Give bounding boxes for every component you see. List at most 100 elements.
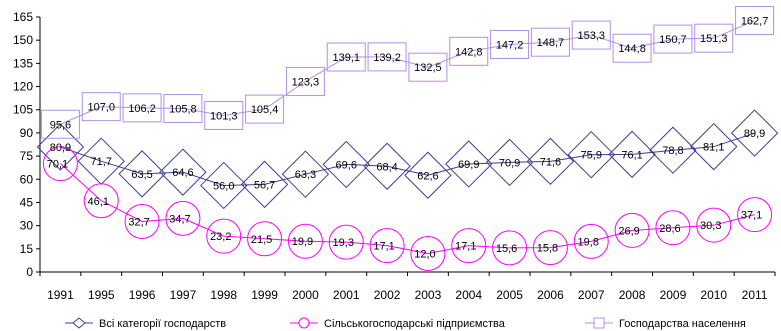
data-label: 148,7: [537, 37, 565, 49]
data-point-marker: [326, 42, 366, 72]
data-point-marker: [240, 160, 289, 209]
legend-item: Сільськогосподарські підприємства: [290, 317, 506, 330]
data-label: 12,0: [414, 248, 435, 260]
data-label: 80,9: [50, 142, 71, 154]
series-line: [60, 20, 755, 125]
series-circle: [42, 146, 773, 271]
data-label: 76,1: [621, 149, 642, 161]
data-point-marker: [165, 200, 201, 236]
y-tick-label: 15: [20, 242, 34, 256]
data-point-marker: [369, 228, 405, 264]
data-label: 139,2: [373, 52, 401, 64]
data-point-marker: [122, 93, 162, 123]
data-label: 64,6: [172, 167, 193, 179]
data-labels-layer: 80,9 71,7 63,5 64,6 56,0 56,7 63,3 69,6 68,4 62,6…: [47, 16, 769, 261]
data-label: 95,6: [50, 119, 71, 131]
data-label: 19,3: [333, 237, 354, 249]
data-point-marker: [530, 27, 570, 57]
data-label: 151,3: [700, 33, 728, 45]
data-point-marker: [608, 130, 656, 179]
data-label: 28,6: [659, 223, 680, 235]
y-tick-label: 30: [20, 219, 34, 233]
data-point-marker: [159, 148, 207, 196]
data-label: 32,7: [128, 216, 149, 228]
data-label: 30,3: [700, 220, 721, 232]
data-point-marker: [445, 140, 493, 188]
data-label: 71,6: [540, 156, 561, 168]
legend-label: Сільськогосподарські підприємства: [324, 318, 506, 330]
data-label: 46,1: [88, 196, 109, 208]
data-point-marker: [573, 223, 609, 259]
x-tick-label: 2005: [496, 288, 523, 302]
data-label: 62,6: [417, 170, 438, 182]
data-label: 106,2: [128, 103, 156, 115]
y-tick-label: 90: [20, 126, 34, 140]
data-label: 63,3: [295, 169, 316, 181]
data-label: 70,1: [47, 159, 68, 171]
y-tick-label: 150: [13, 33, 33, 47]
data-point-marker: [206, 218, 242, 254]
data-label: 70,9: [499, 157, 520, 169]
x-tick-label: 2010: [700, 288, 727, 302]
data-point-marker: [36, 123, 85, 171]
series-diamond: [36, 109, 779, 210]
data-label: 132,5: [414, 62, 442, 74]
series-square: [40, 6, 775, 139]
legend-marker-icon: [72, 317, 86, 329]
data-point-marker: [287, 223, 323, 259]
data-label: 17,1: [455, 241, 476, 253]
legend-item: Всі категорії господарств: [65, 317, 226, 330]
data-point-marker: [245, 94, 285, 124]
data-label: 63,5: [131, 169, 152, 181]
series-layer: [36, 6, 779, 271]
data-point-marker: [363, 142, 411, 190]
data-point-marker: [408, 52, 448, 82]
data-point-marker: [204, 100, 244, 130]
data-point-marker: [322, 140, 370, 189]
data-label: 144,8: [618, 43, 646, 55]
data-point-marker: [42, 146, 78, 182]
data-point-marker: [614, 212, 650, 248]
data-point-marker: [690, 122, 738, 171]
data-point-marker: [612, 33, 652, 63]
data-point-marker: [163, 93, 203, 123]
data-label: 162,7: [741, 16, 769, 28]
data-point-marker: [737, 197, 773, 233]
data-point-marker: [449, 36, 489, 66]
legend-label: Всі категорії господарств: [99, 318, 226, 330]
legend-marker-icon: [298, 317, 310, 329]
data-point-marker: [328, 224, 364, 260]
data-label: 26,9: [618, 225, 639, 237]
data-label: 105,4: [251, 104, 279, 116]
x-axis-ticks: 1991 1995 1996 1997 1998 1999 2000 2001 2002 2003…: [39, 272, 776, 302]
data-point-marker: [485, 138, 534, 187]
x-tick-label: 1991: [47, 288, 74, 302]
y-tick-label: 105: [13, 103, 33, 117]
data-label: 69,6: [336, 159, 357, 171]
y-tick-label: 0: [26, 265, 33, 279]
data-label: 15,6: [496, 243, 517, 255]
x-tick-label: 1996: [129, 288, 156, 302]
data-point-marker: [124, 203, 160, 239]
y-tick-label: 165: [13, 10, 33, 24]
data-label: 123,3: [292, 76, 320, 88]
data-point-marker: [490, 30, 530, 60]
data-point-marker: [655, 210, 691, 246]
x-tick-label: 2002: [374, 288, 401, 302]
data-point-marker: [571, 20, 611, 50]
data-label: 147,2: [496, 40, 524, 52]
data-point-marker: [653, 24, 693, 54]
data-point-marker: [694, 23, 734, 53]
data-point-marker: [367, 42, 407, 72]
y-axis-ticks: 0 15 30 45 60 75 90 105 120 135 150 165: [13, 10, 40, 279]
x-tick-label: 1999: [251, 288, 278, 302]
data-label: 68,4: [376, 161, 397, 173]
x-tick-label: 2000: [292, 288, 319, 302]
x-tick-label: 2004: [455, 288, 482, 302]
data-label: 89,9: [744, 128, 765, 140]
series-line: [60, 163, 755, 254]
data-point-marker: [247, 221, 283, 257]
data-label: 150,7: [659, 34, 687, 46]
x-tick-label: 2006: [537, 288, 564, 302]
